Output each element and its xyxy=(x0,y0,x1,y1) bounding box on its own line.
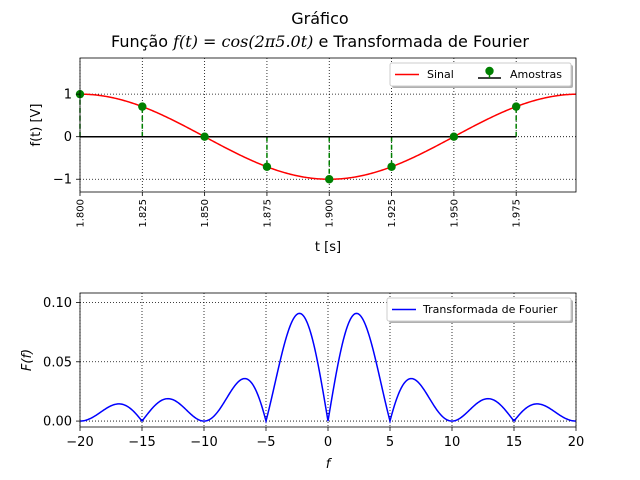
legend-box xyxy=(389,62,572,87)
x-tick-label: −15 xyxy=(128,435,155,450)
y-tick-label: 1 xyxy=(64,88,72,103)
legend-box xyxy=(386,297,572,322)
x-axis-label: f xyxy=(326,457,333,472)
x-tick-label: 1.900 xyxy=(325,199,336,228)
x-tick-label: 1.800 xyxy=(76,199,87,228)
x-tick-label: −10 xyxy=(190,435,217,450)
axes-frame xyxy=(79,57,577,193)
title-prefix: Função xyxy=(111,32,173,51)
x-tick-label: 0 xyxy=(324,435,332,450)
legend-label-samples: Amostras xyxy=(510,68,562,81)
x-tick-label: 1.950 xyxy=(449,199,460,228)
x-axis-label: t [s] xyxy=(315,240,341,255)
x-tick-label: 1.925 xyxy=(387,199,398,228)
x-tick-label: −20 xyxy=(66,435,93,450)
y-tick-label: 0.10 xyxy=(43,296,72,311)
x-tick-label: 1.825 xyxy=(138,199,149,228)
title-suffix: e Transformada de Fourier xyxy=(313,32,529,51)
y-tick-label: 0.00 xyxy=(43,415,72,430)
x-tick-label: 5 xyxy=(386,435,394,450)
sample-point xyxy=(262,162,272,171)
sample-point xyxy=(387,162,396,171)
y-axis-label: F(f) xyxy=(20,349,35,371)
x-tick-label: 1.850 xyxy=(200,199,211,228)
x-tick-label: 10 xyxy=(444,435,461,450)
title-formula: f(t) = cos(2π5.0t) xyxy=(172,32,313,51)
x-tick-label: −5 xyxy=(256,435,275,450)
fourier-line xyxy=(79,312,577,425)
x-tick-label: 1.875 xyxy=(262,199,273,228)
y-axis-label: f(t) [V] xyxy=(29,104,44,147)
frequency-domain-axes: −20 −15 −10 −5 0 5 10 15 20 0.00 0.05 0.10 f F(f) Tran… xyxy=(20,292,585,472)
y-tick-label: −1 xyxy=(53,173,72,188)
legend-label-fourier: Transformada de Fourier xyxy=(422,303,558,316)
sample-point xyxy=(449,132,459,141)
time-domain-axes: 1.800 1.825 1.850 1.875 1.900 1.925 1.950 1.975… xyxy=(29,57,577,255)
x-tick-label: 1.975 xyxy=(512,199,523,228)
x-tick-label: 20 xyxy=(568,435,585,450)
legend-label-signal: Sinal xyxy=(427,68,454,81)
legend-marker-samples xyxy=(485,66,494,76)
figure-suptitle: Gráfico xyxy=(291,9,348,28)
x-tick-label: 15 xyxy=(506,435,523,450)
y-tick-label: 0 xyxy=(64,130,72,145)
sample-point xyxy=(138,102,147,111)
sample-point xyxy=(511,102,521,111)
figure-title: Função f(t) = cos(2π5.0t) e Transformada… xyxy=(111,32,529,51)
sample-point xyxy=(200,132,209,141)
sample-point xyxy=(325,175,334,184)
y-tick-label: 0.05 xyxy=(43,355,72,370)
